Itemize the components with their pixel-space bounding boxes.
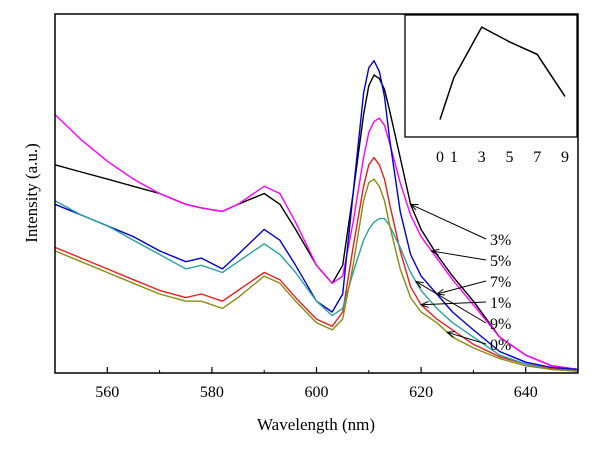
annotation-arrowhead xyxy=(445,331,456,338)
annotation-label-9: 9% xyxy=(490,316,511,333)
inset-tick-label: 3 xyxy=(478,149,486,166)
annotation-arrowhead xyxy=(419,301,429,308)
annotation-label-7: 7% xyxy=(490,274,511,291)
annotation-arrowhead xyxy=(414,280,424,289)
inset-series-layer xyxy=(439,26,566,120)
inset-tick-label: 0 xyxy=(436,149,444,166)
series-line-7 xyxy=(54,60,579,371)
series-line-9 xyxy=(54,200,579,372)
inset-line xyxy=(439,26,566,120)
annotation-label-3: 3% xyxy=(490,232,511,249)
annotation-label-5: 5% xyxy=(490,253,511,270)
inset-tick-label: 9 xyxy=(561,149,569,166)
annotation-arrow xyxy=(415,281,487,324)
inset-tick-label: 1 xyxy=(450,149,458,166)
x-axis-ticks: 560 580 600 620 640 xyxy=(54,367,579,401)
series-line-1 xyxy=(54,156,579,372)
x-tick-label: 600 xyxy=(305,384,329,401)
y-axis-label: Intensity (a.u.) xyxy=(22,143,41,243)
x-axis-label: Wavelength (nm) xyxy=(257,415,375,434)
series-line-5 xyxy=(54,113,579,371)
x-tick-label: 560 xyxy=(95,384,119,401)
annotation-label-0: 0% xyxy=(490,337,511,354)
inset-frame xyxy=(404,14,578,138)
annotation-arrow xyxy=(447,331,487,345)
inset-tick-label: 5 xyxy=(505,149,513,166)
x-tick-label: 580 xyxy=(200,384,224,401)
annotation-arrow xyxy=(436,280,487,295)
series-annotations: 3% 5% 7% 1% 9% 0% xyxy=(409,203,511,354)
x-tick-label: 640 xyxy=(514,384,538,401)
inset-tick-label: 7 xyxy=(533,149,541,166)
annotation-arrowhead xyxy=(409,203,419,211)
x-tick-label: 620 xyxy=(409,384,433,401)
annotation-arrowhead xyxy=(430,248,440,256)
annotation-arrow xyxy=(431,250,487,261)
series-layer xyxy=(54,60,579,372)
annotation-arrow xyxy=(410,203,487,240)
annotation-label-1: 1% xyxy=(490,295,511,312)
